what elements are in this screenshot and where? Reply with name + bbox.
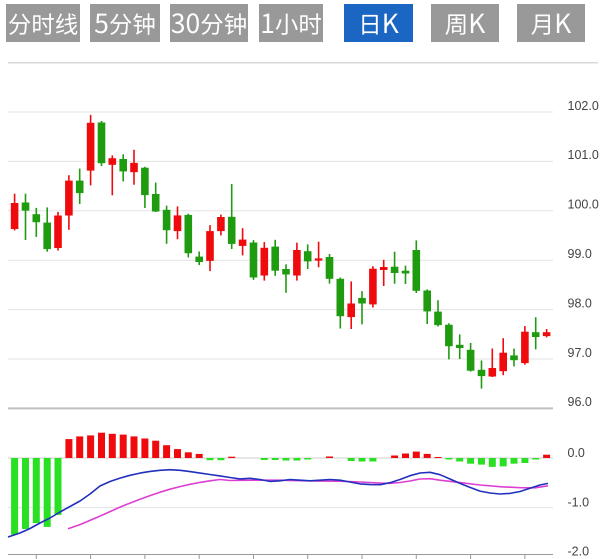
svg-text:96.0: 96.0 [568, 395, 592, 409]
svg-text:-1.0: -1.0 [568, 495, 590, 509]
svg-text:0.0: 0.0 [568, 446, 585, 460]
svg-text:100.0: 100.0 [568, 198, 599, 212]
svg-text:101.0: 101.0 [568, 148, 599, 162]
svg-text:98.0: 98.0 [568, 296, 592, 310]
svg-text:99.0: 99.0 [568, 247, 592, 261]
svg-text:97.0: 97.0 [568, 346, 592, 360]
svg-text:-2.0: -2.0 [568, 544, 590, 558]
svg-text:102.0: 102.0 [568, 99, 599, 113]
